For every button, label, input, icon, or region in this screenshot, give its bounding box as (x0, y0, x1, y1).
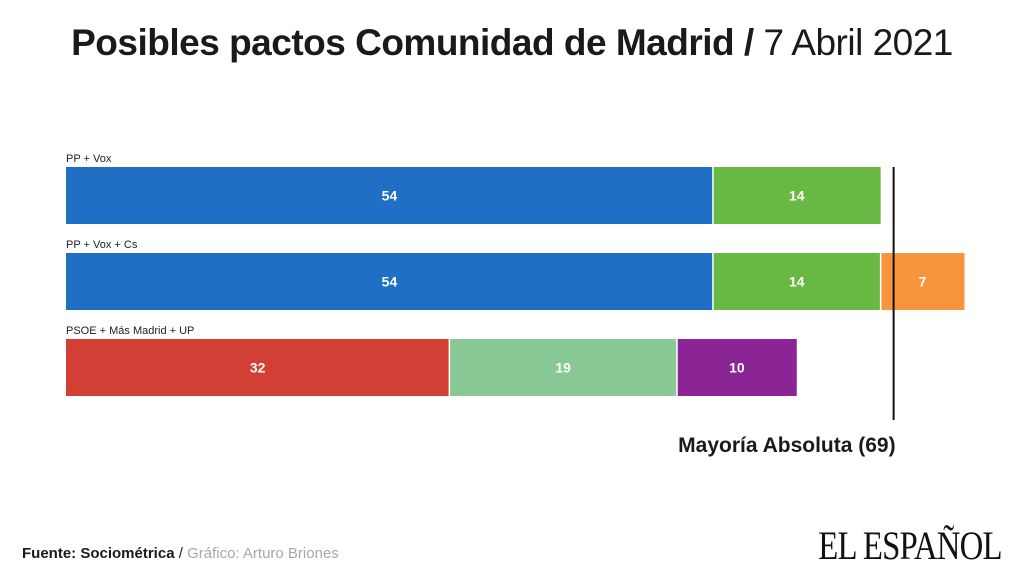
segment-value-label: 14 (789, 188, 805, 204)
title-main: Posibles pactos Comunidad de Madrid (71, 22, 735, 63)
segment-value-label: 7 (919, 274, 927, 290)
segment-value-label: 32 (250, 360, 266, 376)
bar-segment (66, 339, 450, 396)
bar-segment (712, 167, 881, 224)
footer: Fuente: Sociométrica / Gráfico: Arturo B… (22, 545, 339, 562)
bar-segment (676, 339, 797, 396)
footer-separator: / (174, 545, 188, 562)
source-label: Fuente: Sociométrica (22, 545, 175, 562)
segment-value-label: 10 (729, 360, 745, 376)
title-date: 7 Abril 2021 (763, 22, 953, 63)
credit-label: Gráfico: Arturo Briones (187, 545, 339, 562)
row-label: PP + Vox (66, 153, 112, 165)
segment-value-label: 19 (555, 360, 571, 376)
chart-title: Posibles pactos Comunidad de Madrid / 7 … (0, 22, 1024, 64)
el-espanol-logo: EL ESPAÑOL (818, 523, 1003, 568)
segment-value-label: 14 (789, 274, 805, 290)
bar-segment (66, 167, 713, 224)
stacked-bar-chart: PP + Vox 54 14 PP + Vox + Cs 54 14 7 PSOE + Más… (66, 153, 965, 457)
segment-value-label: 54 (382, 274, 398, 290)
bar-segment (449, 339, 677, 396)
title-separator: / (734, 22, 764, 63)
row-label: PP + Vox + Cs (66, 239, 138, 251)
majority-label: Mayoría Absoluta (69) (678, 434, 895, 457)
segment-value-label: 54 (382, 188, 398, 204)
bar-segment (66, 253, 713, 310)
row-label: PSOE + Más Madrid + UP (66, 325, 194, 337)
bar-segment (712, 253, 881, 310)
